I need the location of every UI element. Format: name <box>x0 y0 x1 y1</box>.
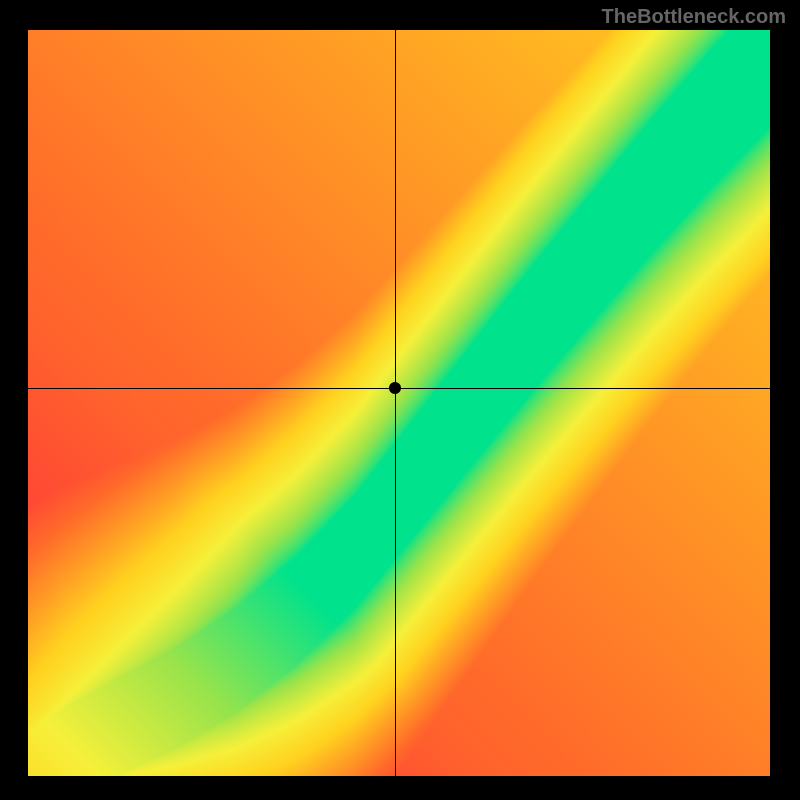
chart-frame: TheBottleneck.com <box>0 0 800 800</box>
plot-area <box>28 30 770 776</box>
intersection-marker <box>389 382 401 394</box>
crosshair-vertical <box>395 30 396 776</box>
heatmap-canvas <box>28 30 770 776</box>
watermark-text: TheBottleneck.com <box>602 6 786 29</box>
